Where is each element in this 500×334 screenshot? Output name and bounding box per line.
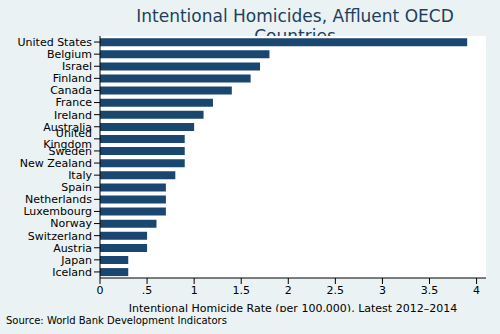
svg-text:United States: United States <box>18 36 93 49</box>
svg-text:Switzerland: Switzerland <box>28 230 92 243</box>
svg-text:Norway: Norway <box>50 217 92 230</box>
svg-text:1.5: 1.5 <box>232 284 250 297</box>
svg-text:Ireland: Ireland <box>54 109 92 122</box>
svg-text:Belgium: Belgium <box>47 48 92 61</box>
svg-text:Iceland: Iceland <box>52 266 92 279</box>
svg-text:Spain: Spain <box>61 181 92 194</box>
svg-text:Austria: Austria <box>53 242 92 255</box>
svg-text:Netherlands: Netherlands <box>25 193 92 206</box>
svg-text:Canada: Canada <box>50 84 92 97</box>
svg-text:Israel: Israel <box>62 60 92 73</box>
svg-text:France: France <box>55 96 92 109</box>
svg-text:Italy: Italy <box>68 169 92 182</box>
svg-text:2.5: 2.5 <box>327 284 345 297</box>
svg-text:1: 1 <box>191 284 198 297</box>
svg-text:Sweden: Sweden <box>49 145 92 158</box>
svg-text:Japan: Japan <box>60 254 92 267</box>
svg-text:3.5: 3.5 <box>421 284 439 297</box>
svg-text:.5: .5 <box>142 284 153 297</box>
svg-text:Luxembourg: Luxembourg <box>23 205 92 218</box>
svg-text:0: 0 <box>97 284 104 297</box>
svg-text:Finland: Finland <box>53 72 92 85</box>
svg-text:4: 4 <box>473 284 480 297</box>
svg-text:3: 3 <box>379 284 386 297</box>
svg-text:New Zealand: New Zealand <box>20 157 92 170</box>
svg-text:2: 2 <box>285 284 292 297</box>
svg-text:Intentional Homicide Rate (per: Intentional Homicide Rate (per 100,000),… <box>129 302 457 312</box>
